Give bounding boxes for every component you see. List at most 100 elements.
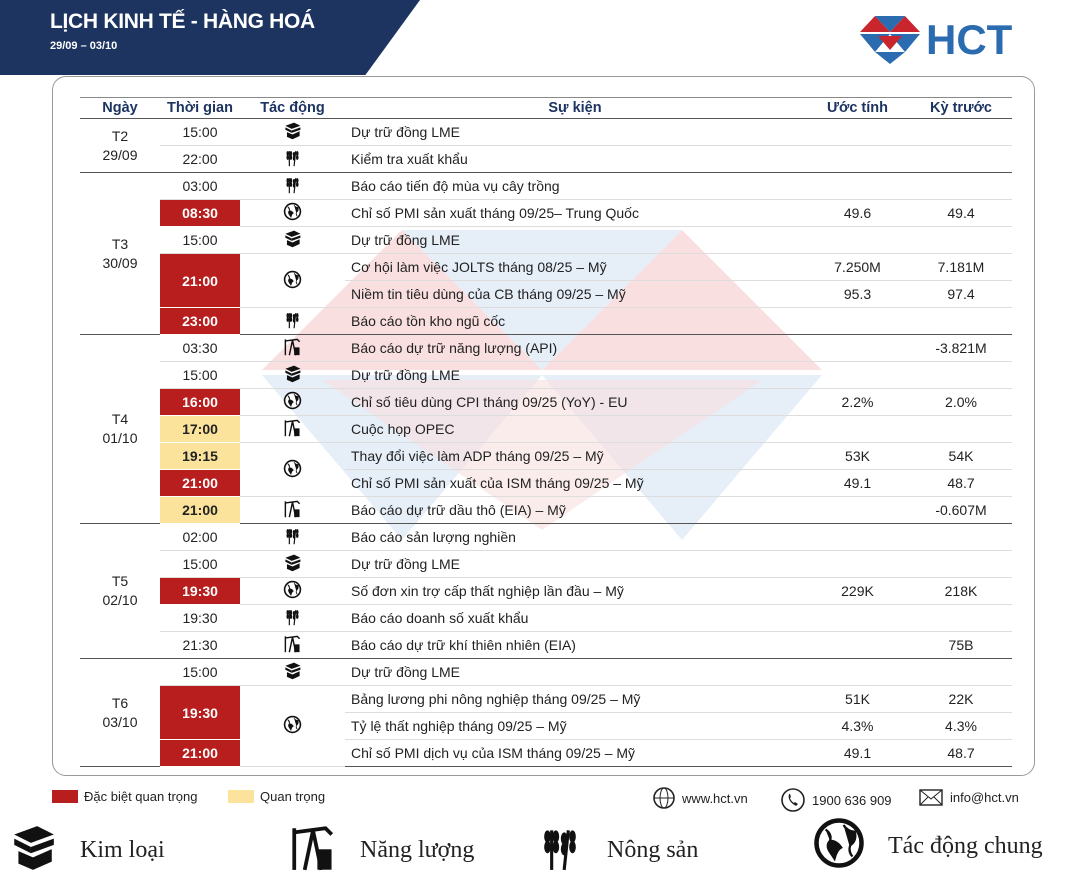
legend-very-important: Đặc biệt quan trọng (52, 789, 197, 804)
website[interactable]: www.hct.vn (652, 787, 748, 809)
forecast-cell: 53K (805, 442, 910, 470)
forecast-cell: 4.3% (805, 712, 910, 740)
impact-cell (240, 118, 345, 146)
previous-cell: 4.3% (910, 712, 1012, 740)
table-row: 17:00 Cuộc họp OPEC (80, 415, 1012, 443)
phone-number[interactable]: 1900 636 909 (812, 792, 892, 808)
time-cell: 16:00 (160, 388, 240, 416)
red-swatch (52, 790, 78, 803)
oil-pump-icon (284, 635, 301, 653)
legend-important: Quan trọng (228, 789, 325, 804)
wheat-icon (535, 822, 585, 879)
time-cell: 19:15 (160, 442, 240, 470)
time-cell: 15:00 (160, 226, 240, 254)
globe-icon (283, 715, 302, 734)
time-cell: 21:00 (160, 253, 240, 308)
previous-cell (910, 145, 1012, 173)
key-metal: Kim loại (8, 822, 165, 879)
event-cell: Kiểm tra xuất khẩu (345, 145, 805, 173)
time-cell: 03:30 (160, 334, 240, 362)
email[interactable]: info@hct.vn (918, 787, 1019, 807)
oil-pump-icon (284, 500, 301, 518)
forecast-cell: 49.1 (805, 739, 910, 767)
forecast-cell: 7.250M (805, 253, 910, 281)
impact-cell (240, 145, 345, 173)
event-cell: Chỉ số PMI dịch vụ của ISM tháng 09/25 –… (345, 739, 805, 767)
forecast-cell: 51K (805, 685, 910, 713)
impact-cell (240, 496, 345, 524)
previous-cell (910, 118, 1012, 146)
forecast-cell (805, 118, 910, 146)
previous-cell: 218K (910, 577, 1012, 605)
event-cell: Bảng lương phi nông nghiệp tháng 09/25 –… (345, 685, 805, 713)
weekday: T4 (111, 411, 129, 427)
impact-cell (240, 307, 345, 335)
time-cell: 21:00 (160, 469, 240, 497)
table-row: 21:00 Chỉ số PMI dịch vụ của ISM tháng 09… (80, 739, 1012, 767)
date-range: 29/09 – 03/10 (50, 40, 118, 52)
oil-pump-icon (292, 826, 334, 871)
previous-cell: 97.4 (910, 280, 1012, 308)
previous-cell (910, 307, 1012, 335)
event-cell: Báo cáo dự trữ khí thiên nhiên (EIA) (345, 631, 805, 659)
time-cell: 15:00 (160, 361, 240, 389)
event-cell: Dự trữ đồng LME (345, 361, 805, 389)
impact-cell (240, 631, 345, 659)
website-link[interactable]: www.hct.vn (682, 790, 748, 806)
impact-cell (240, 253, 345, 308)
table-row: 15:00 Dự trữ đồng LME (80, 361, 1012, 389)
key-label: Nông sản (607, 837, 699, 863)
oil-pump-icon (284, 419, 301, 437)
table-row: 23:00 Báo cáo tồn kho ngũ cốc (80, 307, 1012, 335)
table-row: T2 29/09 15:00 Dự trữ đồng LME (80, 118, 1012, 173)
wheat-icon (544, 830, 576, 871)
forecast-cell: 49.6 (805, 199, 910, 227)
event-cell: Dự trữ đồng LME (345, 226, 805, 254)
legend-label: Đặc biệt quan trọng (84, 789, 198, 804)
time-cell: 17:00 (160, 415, 240, 443)
economic-calendar-table: Ngày Thời gian Tác động Sự kiện Ước tính Kỳ t… (80, 97, 1012, 767)
event-cell: Chỉ số PMI sản xuất tháng 09/25– Trung Q… (345, 199, 805, 227)
table-row: 21:30 Báo cáo dự trữ khí thiên nhiên (EIA… (80, 631, 1012, 659)
column-header: Kỳ trước (910, 97, 1012, 119)
calendar-card (52, 76, 1035, 776)
column-header: Tác động (240, 97, 345, 119)
time-cell: 15:00 (160, 118, 240, 146)
impact-cell (240, 577, 345, 605)
table-row: Niềm tin tiêu dùng của CB tháng 09/25 – … (80, 280, 1012, 308)
date: 01/10 (102, 430, 138, 446)
mail-icon (919, 789, 943, 806)
time-cell: 19:30 (160, 604, 240, 632)
time-cell: 21:30 (160, 631, 240, 659)
key-energy: Năng lượng (288, 822, 474, 879)
impact-cell (240, 172, 345, 200)
day-cell: T5 02/10 (80, 523, 160, 659)
forecast-cell (805, 307, 910, 335)
forecast-cell: 95.3 (805, 280, 910, 308)
previous-cell: 22K (910, 685, 1012, 713)
event-cell: Cuộc họp OPEC (345, 415, 805, 443)
event-cell: Thay đổi việc làm ADP tháng 09/25 – Mỹ (345, 442, 805, 470)
column-header: Sự kiện (345, 97, 805, 119)
previous-cell (910, 658, 1012, 686)
email-link[interactable]: info@hct.vn (950, 789, 1019, 805)
time-cell: 15:00 (160, 550, 240, 578)
time-cell: 19:30 (160, 577, 240, 605)
header-banner (0, 0, 420, 75)
phone[interactable]: 1900 636 909 (780, 787, 892, 813)
key-agriculture: Nông sản (535, 822, 698, 879)
previous-cell: 54K (910, 442, 1012, 470)
previous-cell: 75B (910, 631, 1012, 659)
time-cell: 22:00 (160, 145, 240, 173)
globe-icon (812, 816, 866, 877)
event-cell: Báo cáo tiến độ mùa vụ cây trồng (345, 172, 805, 200)
column-header: Ước tính (805, 97, 910, 119)
event-cell: Chỉ số tiêu dùng CPI tháng 09/25 (YoY) -… (345, 388, 805, 416)
day-cell: T4 01/10 (80, 334, 160, 524)
column-header: Ngày (80, 97, 160, 119)
time-cell: 21:00 (160, 496, 240, 524)
key-label: Kim loại (80, 837, 165, 863)
date: 30/09 (102, 254, 138, 271)
table-row: Tỷ lệ thất nghiệp tháng 09/25 – Mỹ 4.3% 4.… (80, 712, 1012, 740)
previous-cell: 7.181M (910, 253, 1012, 281)
